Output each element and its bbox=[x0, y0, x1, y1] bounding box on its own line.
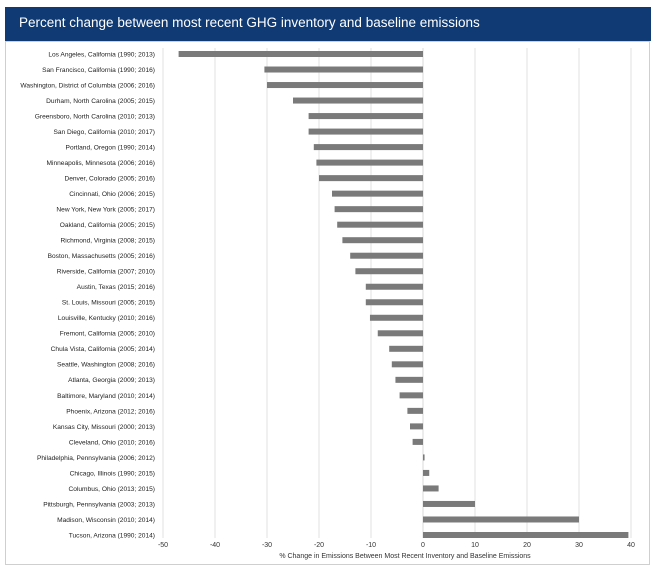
category-label: Oakland, California (2005; 2015) bbox=[60, 222, 155, 229]
category-label: Cleveland, Ohio (2010; 2016) bbox=[69, 439, 155, 446]
category-label: San Francisco, California (1990; 2016) bbox=[42, 67, 155, 74]
category-label: Portland, Oregon (1990; 2014) bbox=[66, 144, 155, 151]
bar bbox=[365, 299, 423, 306]
category-label: Madison, Wisconsin (2010; 2014) bbox=[57, 517, 155, 524]
x-tick-label: -40 bbox=[210, 542, 220, 549]
bar bbox=[410, 423, 423, 430]
category-label: New York, New York (2005; 2017) bbox=[56, 207, 155, 214]
bar bbox=[332, 190, 423, 197]
bar bbox=[267, 82, 423, 89]
category-label: Los Angeles, California (1990; 2013) bbox=[48, 51, 155, 58]
category-labels: Los Angeles, California (1990; 2013) San … bbox=[20, 51, 155, 539]
bar bbox=[355, 268, 423, 275]
x-tick-label: 40 bbox=[627, 542, 635, 549]
category-label: Cincinnati, Ohio (2006; 2015) bbox=[69, 191, 155, 198]
category-label: Durham, North Carolina (2005; 2015) bbox=[46, 98, 155, 105]
bar bbox=[316, 159, 423, 166]
bar bbox=[423, 485, 439, 492]
category-label: Tucson, Arizona (1990; 2014) bbox=[69, 532, 155, 539]
bar bbox=[389, 345, 423, 352]
category-label: Boston, Massachusetts (2005; 2016) bbox=[48, 253, 155, 260]
bar bbox=[308, 128, 423, 135]
title-bar: Percent change between most recent GHG i… bbox=[5, 7, 651, 41]
chart-title: Percent change between most recent GHG i… bbox=[19, 15, 480, 30]
gridlines bbox=[162, 48, 632, 538]
category-label: Phoenix, Arizona (2012; 2016) bbox=[66, 408, 155, 415]
x-tick-label: -50 bbox=[158, 542, 168, 549]
category-label: Washington, District of Columbia (2006; … bbox=[20, 82, 155, 89]
bar bbox=[264, 66, 423, 73]
bar bbox=[423, 454, 425, 461]
bar bbox=[308, 113, 423, 120]
category-label: Seattle, Washington (2008; 2016) bbox=[57, 362, 155, 369]
category-label: Austin, Texas (2015; 2016) bbox=[77, 284, 155, 291]
bar bbox=[407, 407, 423, 414]
x-tick-label: 20 bbox=[523, 542, 531, 549]
category-label: Baltimore, Maryland (2010; 2014) bbox=[57, 393, 155, 400]
category-label: Atlanta, Georgia (2009; 2013) bbox=[68, 377, 155, 384]
category-label: Louisville, Kentucky (2010; 2016) bbox=[58, 315, 155, 322]
bars bbox=[178, 51, 629, 538]
category-label: San Diego, California (2010; 2017) bbox=[53, 129, 155, 136]
category-label: Minneapolis, Minnesota (2006; 2016) bbox=[47, 160, 156, 167]
category-label: St. Louis, Missouri (2005; 2015) bbox=[62, 300, 155, 307]
bar bbox=[377, 330, 423, 337]
category-label: Riverside, California (2007; 2010) bbox=[57, 269, 155, 276]
x-tick-label: -20 bbox=[314, 542, 324, 549]
bar bbox=[319, 175, 423, 182]
category-label: Fremont, California (2005; 2010) bbox=[60, 331, 155, 338]
category-label: Richmond, Virginia (2008; 2015) bbox=[61, 238, 155, 245]
bar bbox=[313, 144, 423, 151]
bar bbox=[391, 361, 423, 368]
bar bbox=[412, 438, 423, 445]
bar bbox=[334, 206, 423, 213]
category-label: Greensboro, North Carolina (2010; 2013) bbox=[35, 113, 155, 120]
x-tick-label: 0 bbox=[421, 542, 425, 549]
bar bbox=[423, 532, 629, 538]
x-tick-labels: -50 -40 -30 -20 -10 0 10 20 30 40 bbox=[158, 542, 635, 549]
category-label: Columbus, Ohio (2013; 2015) bbox=[68, 486, 155, 493]
category-label: Chicago, Illinois (1990; 2015) bbox=[70, 470, 155, 477]
category-label: Pittsburgh, Pennsylvania (2003; 2013) bbox=[43, 501, 155, 508]
bar bbox=[293, 97, 423, 104]
bar bbox=[350, 252, 423, 259]
bar bbox=[369, 314, 423, 321]
bar bbox=[395, 376, 423, 383]
x-tick-label: 30 bbox=[575, 542, 583, 549]
plot-frame bbox=[5, 41, 650, 565]
bar bbox=[423, 516, 579, 523]
x-axis-title: % Change in Emissions Between Most Recen… bbox=[279, 553, 531, 560]
category-label: Kansas City, Missouri (2000; 2013) bbox=[53, 424, 155, 431]
bar bbox=[342, 237, 423, 244]
bar bbox=[423, 500, 475, 507]
bar bbox=[365, 283, 423, 290]
category-label: Philadelphia, Pennsylvania (2006; 2012) bbox=[37, 455, 155, 462]
bar bbox=[423, 469, 430, 476]
x-tick-label: 10 bbox=[471, 542, 479, 549]
bar bbox=[178, 51, 423, 57]
category-label: Denver, Colorado (2005; 2016) bbox=[64, 176, 155, 183]
x-tick-label: -30 bbox=[262, 542, 272, 549]
bar bbox=[399, 392, 423, 399]
bar bbox=[337, 221, 423, 228]
category-label: Chula Vista, California (2005; 2014) bbox=[51, 346, 155, 353]
x-tick-label: -10 bbox=[366, 542, 376, 549]
